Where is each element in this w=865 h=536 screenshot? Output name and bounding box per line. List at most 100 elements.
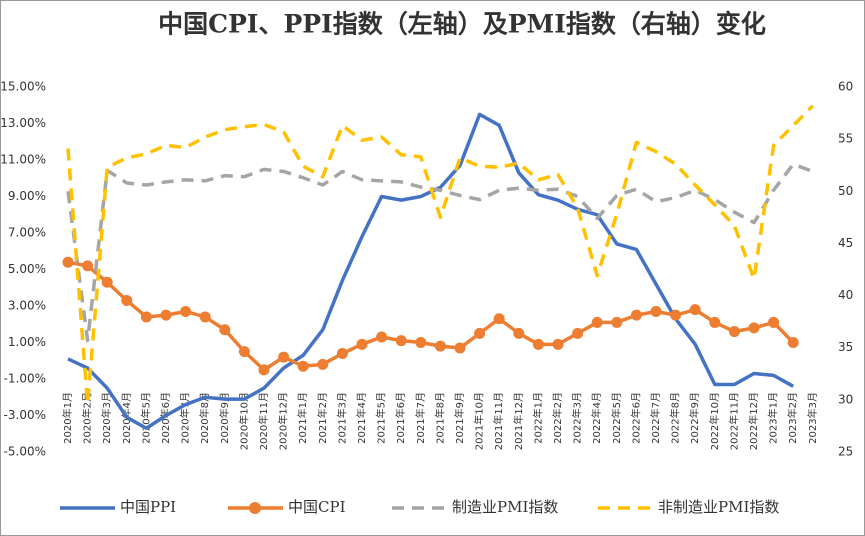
- legend-label: 非制造业PMI指数: [658, 498, 779, 516]
- point: [219, 324, 231, 336]
- point: [238, 346, 250, 358]
- x-tick-label: 2022年6月: [629, 392, 642, 444]
- x-tick-label: 2020年12月: [277, 392, 290, 450]
- x-tick-label: 2023年2月: [786, 392, 799, 444]
- y-tick-label: 5.00%: [8, 262, 46, 276]
- point: [258, 364, 270, 376]
- x-tick-label: 2020年7月: [179, 392, 192, 444]
- x-tick-label: 2021年2月: [316, 392, 329, 444]
- point: [768, 316, 780, 328]
- x-tick-label: 2022年2月: [551, 392, 564, 444]
- legend-label: 中国PPI: [120, 498, 176, 516]
- y-tick-label: 15.00%: [0, 80, 46, 94]
- point: [180, 305, 192, 317]
- y-tick-label: -1.00%: [4, 372, 46, 386]
- x-tick-label: 2022年4月: [590, 392, 603, 444]
- legend-marker: [249, 502, 261, 514]
- x-tick-label: 2022年12月: [747, 392, 760, 450]
- x-tick-label: 2021年1月: [296, 392, 309, 444]
- point: [297, 360, 309, 372]
- point: [356, 338, 368, 350]
- chart-title: 中国CPI、PPI指数（左轴）及PMI指数（右轴）变化: [158, 10, 766, 39]
- point: [709, 316, 721, 328]
- point: [454, 342, 466, 354]
- point: [199, 311, 211, 323]
- x-tick-label: 2020年9月: [218, 392, 231, 444]
- y-tick-label: -3.00%: [4, 408, 46, 422]
- point: [591, 316, 603, 328]
- y2-tick-label: 45: [838, 236, 853, 250]
- point: [415, 337, 427, 348]
- point: [572, 327, 584, 339]
- y-tick-label: 9.00%: [8, 189, 46, 203]
- x-tick-label: 2020年3月: [100, 392, 113, 444]
- x-tick-label: 2021年10月: [473, 392, 486, 450]
- x-tick-label: 2023年1月: [767, 392, 780, 444]
- legend-label: 中国CPI: [288, 498, 346, 516]
- point: [493, 313, 505, 325]
- point: [513, 327, 525, 339]
- x-tick-label: 2020年8月: [198, 392, 211, 444]
- x-tick-label: 2022年8月: [669, 392, 682, 444]
- x-tick-label: 2022年5月: [610, 392, 623, 444]
- x-tick-label: 2022年9月: [688, 392, 701, 444]
- point: [336, 347, 348, 359]
- point: [748, 322, 760, 334]
- x-tick-label: 2021年9月: [453, 392, 466, 444]
- x-tick-label: 2021年11月: [492, 392, 505, 450]
- point: [317, 358, 329, 370]
- point: [532, 338, 544, 350]
- y-tick-label: 3.00%: [8, 299, 46, 313]
- point: [278, 351, 290, 363]
- y-tick-label: -5.00%: [4, 445, 46, 459]
- point: [160, 309, 172, 321]
- x-tick-label: 2023年3月: [806, 392, 819, 444]
- x-tick-label: 2022年7月: [649, 392, 662, 444]
- y-tick-label: 13.00%: [0, 116, 46, 130]
- y-tick-label: 7.00%: [8, 226, 46, 240]
- x-tick-label: 2020年1月: [61, 392, 74, 444]
- point: [62, 256, 74, 268]
- y2-tick-label: 60: [838, 80, 853, 94]
- y2-tick-label: 25: [838, 445, 853, 459]
- y2-tick-label: 30: [838, 392, 853, 406]
- y2-tick-label: 55: [838, 132, 853, 146]
- x-tick-label: 2020年2月: [81, 392, 94, 444]
- legend-label: 制造业PMI指数: [452, 498, 558, 516]
- x-tick-label: 2021年6月: [394, 392, 407, 444]
- point: [787, 337, 799, 348]
- x-tick-label: 2021年12月: [512, 392, 525, 450]
- x-tick-label: 2020年11月: [257, 392, 270, 450]
- point: [689, 304, 701, 316]
- point: [434, 340, 446, 352]
- point: [82, 260, 94, 272]
- x-tick-label: 2021年4月: [355, 392, 368, 444]
- point: [101, 276, 113, 288]
- x-tick-label: 2022年11月: [727, 392, 740, 450]
- x-tick-label: 2022年3月: [571, 392, 584, 444]
- series-line: [66, 162, 814, 343]
- x-tick-label: 2021年5月: [375, 392, 388, 444]
- point: [650, 305, 662, 317]
- y2-tick-label: 35: [838, 340, 853, 354]
- point: [728, 326, 740, 338]
- point: [670, 309, 682, 321]
- x-tick-label: 2021年8月: [433, 392, 446, 444]
- point: [376, 331, 388, 343]
- point: [395, 335, 407, 347]
- point: [552, 338, 564, 350]
- x-tick-label: 2021年3月: [335, 392, 348, 444]
- x-tick-label: 2020年5月: [139, 392, 152, 444]
- point: [630, 309, 642, 321]
- series-line: [66, 104, 815, 406]
- x-tick-label: 2020年10月: [237, 392, 250, 450]
- point: [140, 311, 152, 323]
- x-tick-label: 2021年7月: [414, 392, 427, 444]
- y2-tick-label: 40: [838, 288, 853, 302]
- y2-tick-label: 50: [838, 184, 853, 198]
- point: [474, 327, 486, 339]
- y-tick-label: 1.00%: [8, 335, 46, 349]
- x-tick-label: 2022年1月: [531, 392, 544, 444]
